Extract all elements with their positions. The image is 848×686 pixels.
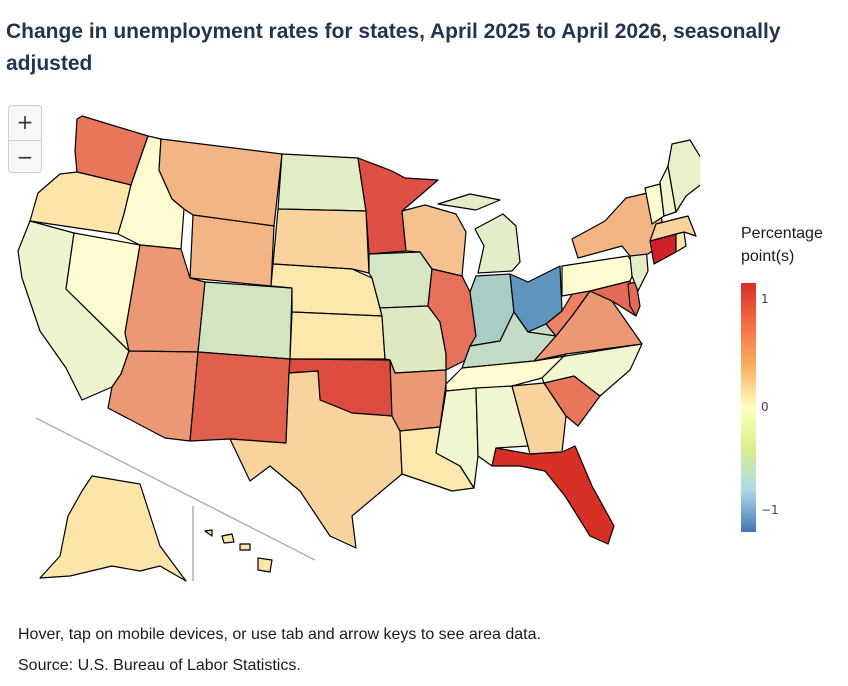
state-fl[interactable] [491, 445, 615, 545]
state-ma[interactable] [649, 215, 697, 242]
state-mi[interactable] [437, 193, 521, 274]
state-nc[interactable] [533, 343, 643, 397]
state-me[interactable] [667, 139, 700, 213]
state-il[interactable] [427, 268, 477, 371]
state-ak[interactable] [39, 475, 187, 582]
state-nm[interactable] [189, 351, 291, 444]
state-ia[interactable] [368, 251, 433, 309]
legend-color-scale [741, 283, 756, 532]
legend-tick-max: 1 [761, 292, 769, 306]
legend-title: Percentage point(s) [741, 222, 823, 268]
state-sd[interactable] [272, 208, 370, 274]
legend-tick-zero: 0 [761, 400, 769, 414]
us-states-map [17, 115, 700, 582]
hover-note: Hover, tap on mobile devices, or use tab… [18, 626, 541, 643]
inset-divider-diagonal [35, 417, 316, 561]
state-wy[interactable] [189, 214, 275, 287]
chart-title: Change in unemployment rates for states,… [6, 20, 781, 75]
legend-tick-min: −1 [761, 503, 779, 517]
state-pa[interactable] [561, 255, 637, 297]
state-ks[interactable] [289, 311, 386, 360]
state-nd[interactable] [277, 153, 367, 212]
state-co[interactable] [197, 281, 293, 360]
zoom-out-button[interactable]: − [16, 145, 34, 169]
zoom-in-button[interactable]: + [9, 106, 41, 141]
source-note: Source: U.S. Bureau of Labor Statistics. [18, 657, 301, 674]
inset-dividers [35, 417, 316, 581]
state-hi[interactable] [204, 529, 273, 573]
zoom-control: + − [8, 105, 42, 173]
legend-title-line1: Percentage [741, 225, 823, 242]
legend-title-line2: point(s) [741, 248, 795, 265]
state-ri[interactable] [675, 231, 687, 253]
state-tx[interactable] [229, 370, 403, 549]
